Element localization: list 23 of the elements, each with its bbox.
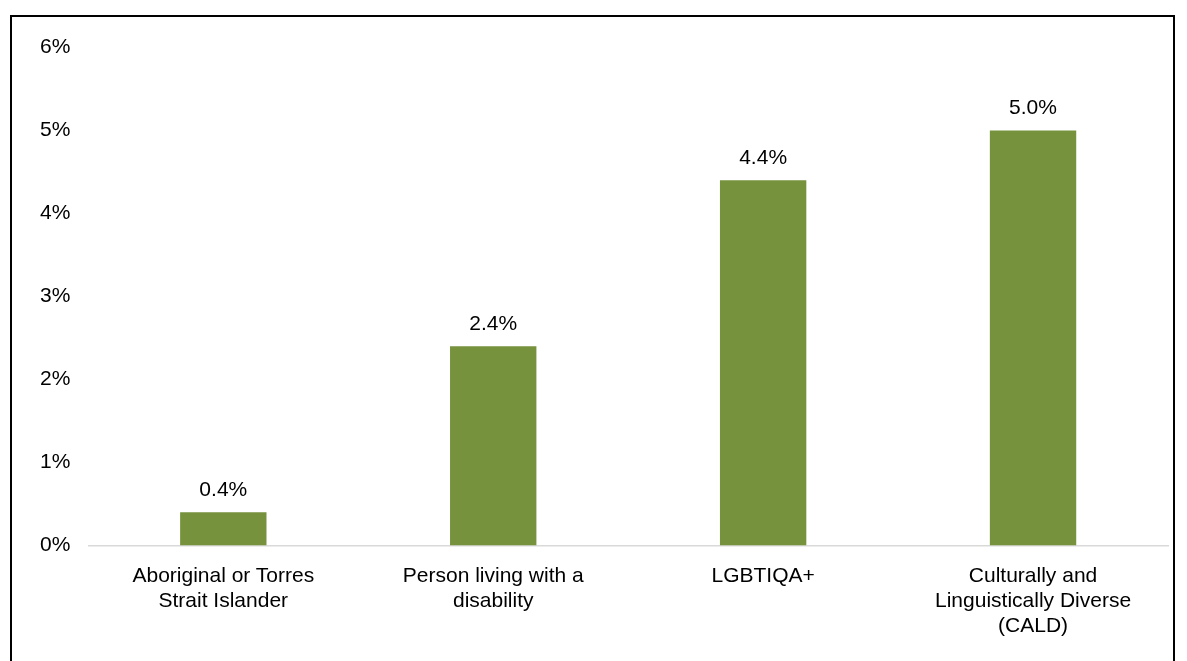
category-label: (CALD) [998,613,1069,637]
data-label: 0.4% [199,476,248,500]
bar [450,346,537,546]
y-tick-label: 1% [39,449,71,473]
bar [180,512,267,546]
data-label: 4.4% [739,144,788,168]
y-tick-label: 6% [39,34,71,58]
y-tick-label: 4% [39,200,71,224]
data-label: 2.4% [469,310,518,334]
category-label: Aboriginal or Torres [132,562,315,586]
x-tick-label: LGBTIQA+ [711,562,815,586]
data-label: 5.0% [1009,94,1057,118]
y-tick-label: 5% [39,117,71,141]
category-label: Person living with a [402,562,584,586]
category-label: disability [452,588,534,611]
y-tick-label: 3% [39,283,71,307]
bar [989,130,1077,546]
y-tick-label: 0% [39,532,71,556]
category-label: Linguistically Diverse [935,588,1132,611]
bar [719,180,807,546]
category-label: Strait Islander [158,588,289,611]
category-label: Culturally and [968,562,1098,586]
y-tick-label: 2% [39,366,71,390]
